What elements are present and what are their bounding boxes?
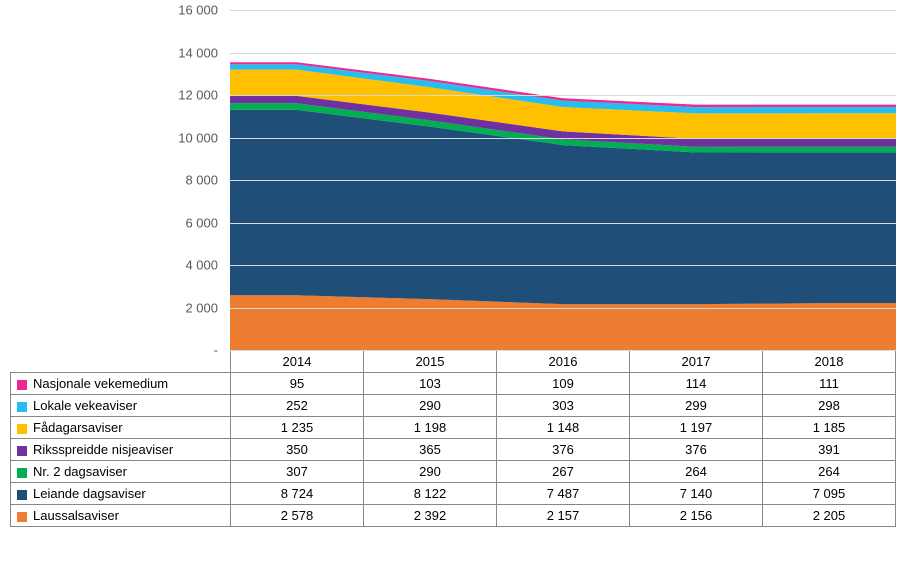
data-cell: 264 bbox=[763, 461, 896, 483]
data-cell: 1 148 bbox=[497, 417, 630, 439]
series-label-cell: Laussalsaviser bbox=[11, 505, 231, 527]
data-table: 2014 2015 2016 2017 2018 Nasjonale vekem… bbox=[10, 350, 896, 527]
data-cell: 114 bbox=[630, 373, 763, 395]
table-row: Lokale vekeaviser 252290303299298 bbox=[11, 395, 896, 417]
stacked-area-chart-with-table: - 2 000 4 000 6 000 8 000 10 000 12 000 14 000 1… bbox=[10, 10, 896, 527]
y-tick-label: 14 000 bbox=[178, 45, 218, 60]
y-tick-label: 2 000 bbox=[185, 300, 218, 315]
gridline bbox=[230, 180, 896, 181]
table-header-row: 2014 2015 2016 2017 2018 bbox=[11, 351, 896, 373]
data-cell: 2 157 bbox=[497, 505, 630, 527]
series-label-cell: Fådagarsaviser bbox=[11, 417, 231, 439]
chart-plot-area: -2 0004 0006 0008 00010 00012 00014 0001… bbox=[10, 10, 896, 350]
col-header: 2017 bbox=[630, 351, 763, 373]
y-tick-label: 10 000 bbox=[178, 130, 218, 145]
data-cell: 95 bbox=[231, 373, 364, 395]
y-tick-label: 6 000 bbox=[185, 215, 218, 230]
y-tick-label: - bbox=[214, 343, 218, 358]
gridline bbox=[230, 223, 896, 224]
data-cell: 376 bbox=[497, 439, 630, 461]
gridline bbox=[230, 265, 896, 266]
data-cell: 7 095 bbox=[763, 483, 896, 505]
data-cell: 391 bbox=[763, 439, 896, 461]
series-label: Fådagarsaviser bbox=[33, 420, 123, 435]
y-tick-label: 12 000 bbox=[178, 88, 218, 103]
data-cell: 350 bbox=[231, 439, 364, 461]
series-label: Leiande dagsaviser bbox=[33, 486, 146, 501]
gridline bbox=[230, 10, 896, 11]
series-label-cell: Nasjonale vekemedium bbox=[11, 373, 231, 395]
legend-marker-icon bbox=[17, 468, 27, 478]
data-cell: 307 bbox=[231, 461, 364, 483]
series-label: Riksspreidde nisjeaviser bbox=[33, 442, 173, 457]
y-tick-label: 8 000 bbox=[185, 173, 218, 188]
legend-marker-icon bbox=[17, 424, 27, 434]
col-header: 2014 bbox=[231, 351, 364, 373]
series-label: Lokale vekeaviser bbox=[33, 398, 137, 413]
data-cell: 303 bbox=[497, 395, 630, 417]
table-row: Laussalsaviser 2 5782 3922 1572 1562 205 bbox=[11, 505, 896, 527]
legend-marker-icon bbox=[17, 446, 27, 456]
col-header: 2015 bbox=[364, 351, 497, 373]
data-cell: 111 bbox=[763, 373, 896, 395]
plot-wrapper bbox=[230, 10, 896, 350]
data-cell: 298 bbox=[763, 395, 896, 417]
data-cell: 290 bbox=[364, 461, 497, 483]
data-cell: 264 bbox=[630, 461, 763, 483]
legend-marker-icon bbox=[17, 380, 27, 390]
table-corner-blank bbox=[11, 351, 231, 373]
data-cell: 2 392 bbox=[364, 505, 497, 527]
data-cell: 252 bbox=[231, 395, 364, 417]
gridline bbox=[230, 308, 896, 309]
series-label: Laussalsaviser bbox=[33, 508, 119, 523]
series-label: Nr. 2 dagsaviser bbox=[33, 464, 127, 479]
legend-marker-icon bbox=[17, 512, 27, 522]
gridline bbox=[230, 350, 896, 351]
plot bbox=[230, 10, 896, 350]
series-label-cell: Lokale vekeaviser bbox=[11, 395, 231, 417]
y-axis: -2 0004 0006 0008 00010 00012 00014 0001… bbox=[10, 10, 230, 350]
data-cell: 2 578 bbox=[231, 505, 364, 527]
table-row: Leiande dagsaviser 8 7248 1227 4877 1407 … bbox=[11, 483, 896, 505]
table-row: Riksspreidde nisjeaviser350365376376391 bbox=[11, 439, 896, 461]
series-label: Nasjonale vekemedium bbox=[33, 376, 168, 391]
gridline bbox=[230, 53, 896, 54]
legend-marker-icon bbox=[17, 490, 27, 500]
data-cell: 2 205 bbox=[763, 505, 896, 527]
gridline bbox=[230, 95, 896, 96]
table-row: Nasjonale vekemedium 95103109114111 bbox=[11, 373, 896, 395]
data-cell: 7 140 bbox=[630, 483, 763, 505]
data-cell: 376 bbox=[630, 439, 763, 461]
table-row: Fådagarsaviser 1 2351 1981 1481 1971 185 bbox=[11, 417, 896, 439]
data-cell: 267 bbox=[497, 461, 630, 483]
legend-marker-icon bbox=[17, 402, 27, 412]
gridline bbox=[230, 138, 896, 139]
data-cell: 109 bbox=[497, 373, 630, 395]
data-cell: 103 bbox=[364, 373, 497, 395]
data-cell: 365 bbox=[364, 439, 497, 461]
table-row: Nr. 2 dagsaviser307290267264264 bbox=[11, 461, 896, 483]
data-cell: 8 724 bbox=[231, 483, 364, 505]
data-cell: 290 bbox=[364, 395, 497, 417]
data-cell: 1 197 bbox=[630, 417, 763, 439]
col-header: 2016 bbox=[497, 351, 630, 373]
series-label-cell: Leiande dagsaviser bbox=[11, 483, 231, 505]
data-cell: 2 156 bbox=[630, 505, 763, 527]
data-cell: 7 487 bbox=[497, 483, 630, 505]
series-label-cell: Riksspreidde nisjeaviser bbox=[11, 439, 231, 461]
data-cell: 1 185 bbox=[763, 417, 896, 439]
data-cell: 1 198 bbox=[364, 417, 497, 439]
data-cell: 299 bbox=[630, 395, 763, 417]
y-tick-label: 4 000 bbox=[185, 258, 218, 273]
data-cell: 1 235 bbox=[231, 417, 364, 439]
data-cell: 8 122 bbox=[364, 483, 497, 505]
series-label-cell: Nr. 2 dagsaviser bbox=[11, 461, 231, 483]
col-header: 2018 bbox=[763, 351, 896, 373]
y-tick-label: 16 000 bbox=[178, 3, 218, 18]
